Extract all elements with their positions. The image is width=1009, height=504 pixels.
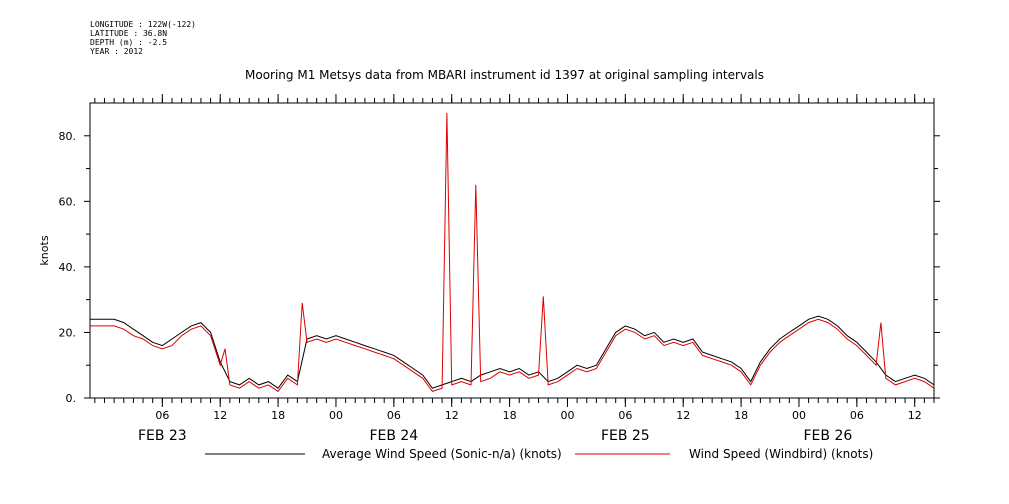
x-day-label: FEB 23 <box>138 428 187 444</box>
y-tick-label: 20. <box>59 326 77 339</box>
x-tick-label: 06 <box>387 409 401 422</box>
year-label: YEAR : 2012 <box>90 47 143 56</box>
x-tick-label: 18 <box>271 409 285 422</box>
x-day-label: FEB 25 <box>601 428 650 444</box>
average-wind-speed-line <box>90 315 935 389</box>
windbird-wind-speed-line <box>90 112 935 393</box>
x-day-label: FEB 26 <box>804 428 853 444</box>
x-tick-label: 06 <box>850 409 864 422</box>
y-tick-label: 60. <box>59 195 77 208</box>
x-tick-label: 12 <box>445 409 459 422</box>
x-tick-label: 18 <box>503 409 517 422</box>
x-tick-label: 06 <box>155 409 169 422</box>
y-tick-label: 0. <box>66 392 77 405</box>
chart-title: Mooring M1 Metsys data from MBARI instru… <box>245 68 764 82</box>
plot-frame <box>89 102 935 399</box>
x-tick-label: 12 <box>213 409 227 422</box>
x-tick-label: 18 <box>734 409 748 422</box>
x-tick-label: 12 <box>908 409 922 422</box>
depth-label: DEPTH (m) : -2.5 <box>90 38 168 47</box>
x-day-label: FEB 24 <box>369 428 418 444</box>
y-tick-label: 40. <box>59 261 77 274</box>
y-axis-label: knots <box>38 235 51 265</box>
y-tick-label: 80. <box>59 130 77 143</box>
station-metadata: LONGITUDE : 122W(-122) LATITUDE : 36.8N … <box>90 20 196 56</box>
legend-label-average: Average Wind Speed (Sonic-n/a) (knots) <box>322 447 562 461</box>
legend-label-windbird: Wind Speed (Windbird) (knots) <box>689 447 873 461</box>
x-tick-label: 12 <box>676 409 690 422</box>
x-tick-label: 00 <box>560 409 574 422</box>
latitude-label: LATITUDE : 36.8N <box>90 29 168 38</box>
x-tick-label: 00 <box>792 409 806 422</box>
x-tick-label: 06 <box>618 409 632 422</box>
longitude-label: LONGITUDE : 122W(-122) <box>90 20 196 29</box>
x-tick-label: 00 <box>329 409 343 422</box>
